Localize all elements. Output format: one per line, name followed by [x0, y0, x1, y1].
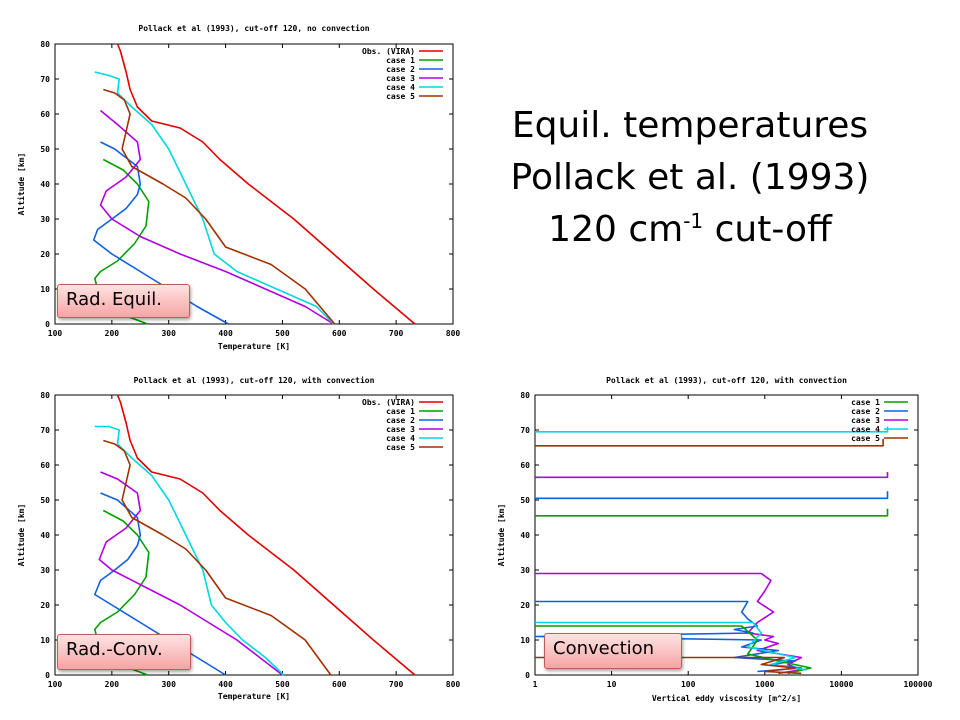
- y-tick-label: 60: [40, 461, 50, 470]
- y-tick-label: 30: [40, 566, 50, 575]
- y-tick-label: 20: [40, 250, 50, 259]
- y-tick-label: 10: [40, 636, 50, 645]
- x-tick-label: 700: [389, 680, 404, 689]
- x-axis-label: Temperature [K]: [218, 692, 290, 701]
- slide-title: Equil. temperatures Pollack et al. (1993…: [470, 100, 910, 256]
- x-tick-label: 600: [332, 329, 347, 338]
- x-tick-label: 500: [275, 329, 290, 338]
- series-line-case-5: [535, 438, 884, 447]
- series-line-case-4: [535, 426, 889, 433]
- series-line-case-2: [535, 491, 889, 500]
- x-axis-label: Temperature [K]: [218, 342, 290, 351]
- y-tick-label: 80: [520, 391, 530, 400]
- y-tick-label: 60: [520, 461, 530, 470]
- legend-label: case 2: [851, 407, 880, 416]
- x-tick-label: 200: [105, 680, 120, 689]
- chart-title: Pollack et al (1993), cut-off 120, no co…: [138, 23, 369, 33]
- legend-label: case 5: [851, 434, 880, 443]
- series-line-obs-vira-: [116, 43, 416, 325]
- label-rad-conv: Rad.-Conv.: [57, 634, 191, 670]
- y-tick-label: 20: [40, 601, 50, 610]
- y-axis-label: Altitude [km]: [496, 504, 506, 567]
- title-line-3-sup: -1: [683, 209, 704, 233]
- label-convection: Convection: [544, 633, 682, 669]
- x-tick-label: 300: [161, 329, 176, 338]
- chart-title: Pollack et al (1993), cut-off 120, with …: [134, 375, 375, 385]
- y-tick-label: 10: [40, 285, 50, 294]
- x-tick-label: 500: [275, 680, 290, 689]
- legend-label: case 3: [851, 416, 880, 425]
- y-tick-label: 80: [40, 391, 50, 400]
- y-tick-label: 70: [40, 75, 50, 84]
- legend-label: case 4: [386, 434, 415, 443]
- legend-label: case 5: [386, 92, 415, 101]
- legend-label: case 2: [386, 65, 415, 74]
- y-tick-label: 10: [520, 636, 530, 645]
- x-tick-label: 1: [533, 680, 538, 689]
- y-tick-label: 0: [525, 671, 530, 680]
- x-tick-label: 10000: [829, 680, 853, 689]
- y-axis-label: Altitude [km]: [16, 504, 26, 567]
- legend-label: case 1: [386, 407, 415, 416]
- y-tick-label: 50: [520, 496, 530, 505]
- y-tick-label: 30: [520, 566, 530, 575]
- legend-label: case 5: [386, 443, 415, 452]
- x-tick-label: 800: [446, 680, 461, 689]
- title-line-3-pre: 120 cm: [548, 209, 684, 250]
- y-tick-label: 80: [40, 40, 50, 49]
- legend-label: case 4: [386, 83, 415, 92]
- series-line-case-3: [535, 472, 889, 479]
- x-tick-label: 100: [681, 680, 696, 689]
- x-tick-label: 400: [218, 680, 233, 689]
- series-line-case-1: [535, 508, 889, 517]
- legend-label: case 1: [386, 56, 415, 65]
- y-tick-label: 40: [40, 180, 50, 189]
- y-tick-label: 50: [40, 496, 50, 505]
- x-axis-label: Vertical eddy viscosity [m^2/s]: [652, 693, 801, 703]
- legend-label: case 3: [386, 74, 415, 83]
- plot-frame: [54, 43, 454, 325]
- x-tick-label: 400: [218, 329, 233, 338]
- y-tick-label: 20: [520, 601, 530, 610]
- y-tick-label: 30: [40, 215, 50, 224]
- legend-label: Obs. (VIRA): [362, 47, 415, 56]
- x-tick-label: 600: [332, 680, 347, 689]
- legend-label: case 1: [851, 398, 880, 407]
- label-rad-equil: Rad. Equil.: [57, 284, 190, 318]
- title-line-2: Pollack et al. (1993): [510, 157, 870, 198]
- y-tick-label: 0: [45, 671, 50, 680]
- legend-label: case 4: [851, 425, 880, 434]
- x-tick-label: 10: [607, 680, 617, 689]
- x-tick-label: 100: [48, 680, 63, 689]
- title-line-3-post: cut-off: [703, 209, 832, 250]
- y-tick-label: 50: [40, 145, 50, 154]
- title-line-1: Equil. temperatures: [511, 105, 869, 146]
- x-tick-label: 700: [389, 329, 404, 338]
- x-tick-label: 300: [161, 680, 176, 689]
- series-line-obs-vira-: [116, 394, 416, 676]
- legend-label: case 3: [386, 425, 415, 434]
- x-tick-label: 100: [48, 329, 63, 338]
- y-tick-label: 40: [520, 531, 530, 540]
- x-tick-label: 1000: [755, 680, 774, 689]
- chart-title: Pollack et al (1993), cut-off 120, with …: [606, 375, 847, 385]
- title-line-3: 120 cm-1 cut-off: [470, 204, 910, 256]
- y-axis-label: Altitude [km]: [16, 153, 26, 216]
- x-tick-label: 800: [446, 329, 461, 338]
- y-tick-label: 70: [520, 426, 530, 435]
- y-tick-label: 70: [40, 426, 50, 435]
- y-tick-label: 60: [40, 110, 50, 119]
- y-tick-label: 0: [45, 320, 50, 329]
- legend-label: Obs. (VIRA): [362, 398, 415, 407]
- x-tick-label: 100000: [904, 680, 933, 689]
- plot-frame: [54, 394, 454, 676]
- x-tick-label: 200: [105, 329, 120, 338]
- legend-label: case 2: [386, 416, 415, 425]
- y-tick-label: 40: [40, 531, 50, 540]
